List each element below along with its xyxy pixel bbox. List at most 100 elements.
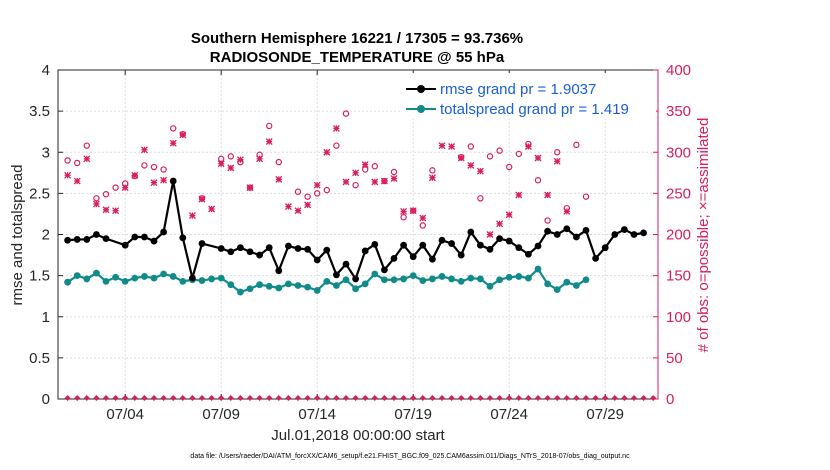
obs-zero-marker: [583, 395, 589, 401]
totalspread-point: [390, 276, 398, 284]
obs-zero-marker: [151, 395, 157, 401]
totalspread-point: [265, 282, 273, 290]
obs-assimilated-marker: [92, 200, 100, 208]
totalspread-point: [515, 273, 523, 280]
rmse-point: [102, 235, 110, 243]
rmse-point: [189, 274, 196, 282]
obs-zero-marker: [467, 395, 474, 401]
y-tick-label: 3.5: [29, 103, 50, 120]
rmse-point: [275, 267, 283, 275]
obs-zero-marker: [535, 395, 541, 401]
totalspread-point: [141, 273, 148, 280]
rmse-point: [381, 266, 388, 274]
obs-zero-marker: [573, 395, 580, 401]
obs-assimilated-marker: [352, 169, 360, 177]
obs-assimilated-marker: [428, 174, 436, 182]
y-tick-label: 0: [42, 391, 50, 408]
rmse-point: [563, 225, 571, 233]
obs-zero-marker: [621, 395, 628, 401]
obs-zero-marker: [439, 395, 445, 401]
rmse-point: [265, 244, 273, 252]
y-tick-label: 2: [42, 227, 50, 244]
obs-possible-marker: [467, 143, 474, 150]
rmse-point: [525, 250, 532, 258]
obs-assimilated-marker: [380, 177, 388, 185]
rmse-point: [246, 248, 254, 256]
obs-zero-marker: [160, 395, 167, 401]
rmse-point: [237, 244, 244, 252]
obs-possible-marker: [227, 153, 234, 160]
obs-assimilated-marker: [121, 184, 129, 192]
obs-assimilated-marker: [236, 156, 244, 164]
rmse-point: [198, 240, 206, 247]
rmse-point: [169, 177, 177, 185]
totalspread-point: [102, 277, 110, 285]
obs-assimilated-marker: [486, 231, 494, 238]
rmse-point: [553, 231, 561, 238]
obs-zero-marker: [410, 395, 417, 401]
rmse-point: [73, 236, 81, 243]
y-right-tick-label: 400: [666, 62, 691, 79]
obs-possible-marker: [150, 163, 158, 171]
rmse-point: [227, 248, 235, 256]
x-tick-label: 07/19: [394, 406, 432, 423]
obs-assimilated-marker: [275, 175, 283, 183]
rmse-point: [390, 254, 398, 262]
obs-assimilated-marker: [217, 160, 225, 168]
rmse-point: [457, 251, 465, 259]
legend: rmse grand pr = 1.9037 totalspread grand…: [401, 73, 656, 119]
obs-assimilated-marker: [246, 184, 254, 192]
rmse-point: [371, 240, 379, 248]
obs-assimilated-marker: [323, 148, 331, 156]
totalspread-point: [371, 270, 379, 278]
obs-zero-marker: [544, 395, 551, 401]
totalspread-point: [496, 276, 503, 284]
y-right-tick-label: 350: [666, 103, 691, 120]
obs-zero-marker: [112, 395, 119, 401]
rmse-point: [429, 255, 436, 263]
obs-assimilated-marker: [409, 207, 417, 215]
totalspread-point: [131, 274, 139, 282]
totalspread-point: [400, 275, 407, 283]
obs-possible-marker: [419, 222, 426, 229]
obs-zero-marker: [295, 395, 301, 401]
obs-possible-marker: [304, 193, 311, 200]
legend-rmse-label: rmse grand pr = 1.9037: [440, 81, 596, 98]
rmse-point: [496, 235, 503, 243]
obs-assimilated-marker: [544, 191, 552, 199]
obs-assimilated-marker: [169, 139, 177, 147]
obs-zero-marker: [592, 395, 599, 401]
chart-title: Southern Hemisphere 16221 / 17305 = 93.7…: [191, 30, 523, 47]
obs-assimilated-marker: [313, 181, 321, 189]
rmse-point: [400, 241, 407, 249]
obs-zero-marker: [323, 395, 330, 401]
legend-box: [401, 73, 656, 119]
totalspread-point: [246, 285, 254, 293]
totalspread-point: [150, 274, 158, 282]
obs-possible-marker: [169, 125, 177, 132]
totalspread-point: [352, 285, 359, 293]
rmse-point: [217, 245, 225, 252]
rmse-point: [333, 271, 340, 279]
obs-possible-marker: [64, 157, 71, 164]
rmse-point: [630, 231, 638, 238]
obs-zero-marker: [333, 395, 340, 401]
rmse-point: [592, 254, 599, 262]
obs-assimilated-marker: [563, 208, 571, 215]
obs-possible-marker: [93, 195, 100, 202]
obs-zero-marker: [170, 395, 177, 401]
obs-possible-marker: [534, 177, 542, 184]
obs-assimilated-marker: [361, 161, 369, 169]
data-file-footnote: data file: /Users/raeder/DAI/ATM_forcXX/…: [190, 453, 630, 460]
obs-zero-marker: [448, 395, 455, 401]
totalspread-point: [525, 274, 532, 282]
obs-zero-marker: [285, 395, 292, 401]
obs-assimilated-marker: [102, 206, 110, 214]
obs-assimilated-marker: [188, 212, 196, 220]
obs-assimilated-marker: [457, 154, 465, 162]
obs-zero-marker: [611, 395, 618, 401]
obs-zero-marker: [391, 395, 397, 401]
obs-zero-marker: [525, 395, 532, 401]
obs-possible-marker: [160, 166, 167, 173]
